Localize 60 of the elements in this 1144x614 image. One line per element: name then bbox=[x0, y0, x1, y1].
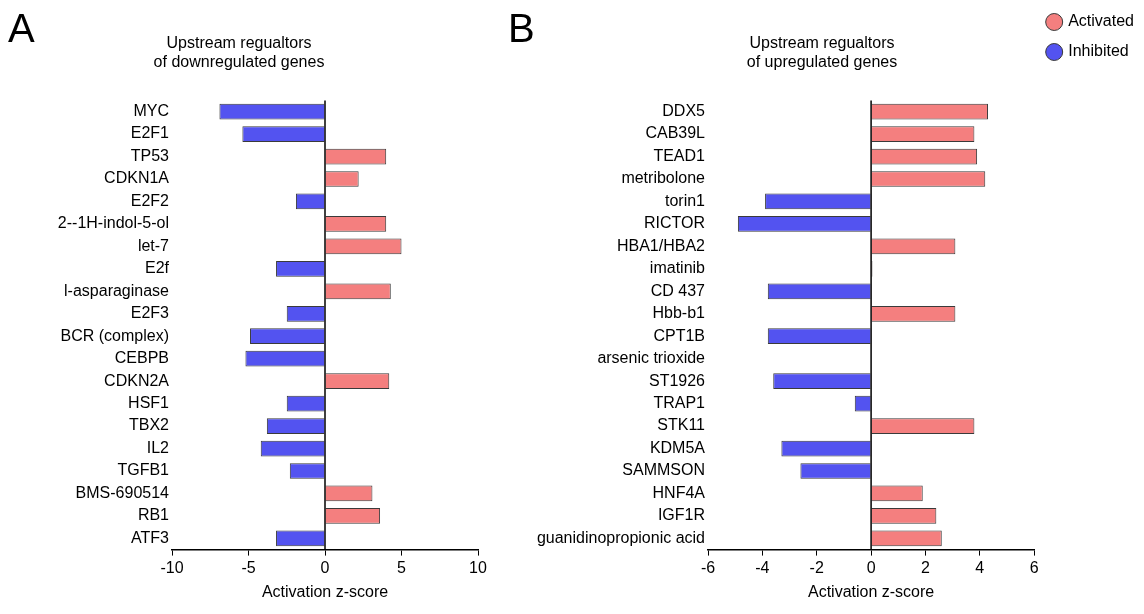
y-tick-label: HSF1 bbox=[128, 394, 170, 412]
y-tick-label: TRAP1 bbox=[653, 394, 706, 412]
y-tick-label: DDX5 bbox=[662, 102, 706, 120]
y-tick-label: Hbb-b1 bbox=[652, 304, 706, 322]
y-tick-label: ST1926 bbox=[648, 371, 706, 389]
x-tick-label: -6 bbox=[700, 558, 716, 576]
y-tick-label: TBX2 bbox=[128, 416, 170, 434]
y-tick-label: metribolone bbox=[621, 169, 706, 187]
legend-label: Activated bbox=[1068, 12, 1134, 30]
y-tick-label: TGFB1 bbox=[117, 461, 170, 479]
y-tick-label: E2F1 bbox=[130, 124, 170, 142]
y-tick-label: CDKN2A bbox=[104, 371, 170, 389]
x-tick-label: -4 bbox=[755, 558, 770, 576]
legend-label: Inhibited bbox=[1068, 42, 1129, 60]
x-tick-label: 4 bbox=[975, 558, 985, 576]
y-tick-label: TEAD1 bbox=[653, 146, 706, 164]
x-tick-label: 0 bbox=[866, 558, 876, 576]
x-tick-label: 6 bbox=[1029, 558, 1039, 576]
x-tick-label: -10 bbox=[160, 558, 184, 576]
x-axis-title: Activation z-score bbox=[261, 582, 389, 600]
y-tick-label: ATF3 bbox=[131, 528, 170, 546]
x-axis-title: Activation z-score bbox=[807, 582, 935, 600]
text: B bbox=[508, 6, 535, 51]
x-tick-label: 0 bbox=[320, 558, 330, 576]
x-tick-label: 2 bbox=[921, 558, 931, 576]
y-tick-label: IL2 bbox=[146, 438, 170, 456]
x-tick-label: 10 bbox=[469, 558, 487, 576]
y-tick-label: SAMMSON bbox=[622, 461, 705, 479]
x-tick-label: -5 bbox=[241, 558, 256, 576]
y-tick-label: E2f bbox=[144, 259, 170, 277]
y-tick-label: KDM5A bbox=[649, 438, 706, 456]
y-tick-label: IGF1R bbox=[657, 506, 705, 524]
y-tick-label: BMS-690514 bbox=[75, 483, 170, 501]
y-tick-label: HNF4A bbox=[652, 483, 706, 501]
y-tick-label: E2F2 bbox=[130, 191, 170, 209]
y-tick-label: l-asparaginase bbox=[64, 281, 170, 299]
x-tick-label: 5 bbox=[397, 558, 407, 576]
chart-title: Upstream regualtors of upregulated genes bbox=[746, 34, 898, 71]
chart-title: Upstream regualtors of downregulated genes bbox=[153, 34, 325, 71]
x-tick-label: -2 bbox=[809, 558, 824, 576]
y-tick-label: 2--1H-indol-5-ol bbox=[57, 214, 169, 232]
y-tick-label: RB1 bbox=[137, 506, 170, 524]
y-tick-label: let-7 bbox=[137, 236, 170, 254]
text: A bbox=[8, 6, 35, 51]
y-tick-label: CDKN1A bbox=[104, 169, 170, 187]
y-tick-label: BCR (complex) bbox=[60, 326, 169, 344]
y-tick-label: arsenic trioxide bbox=[597, 349, 706, 367]
y-tick-label: torin1 bbox=[664, 191, 706, 209]
y-tick-label: guanidinopropionic acid bbox=[536, 528, 705, 546]
y-tick-label: imatinib bbox=[649, 259, 706, 277]
y-tick-label: HBA1/HBA2 bbox=[616, 236, 706, 254]
y-tick-label: E2F3 bbox=[130, 304, 170, 322]
y-tick-label: STK11 bbox=[657, 416, 706, 434]
y-tick-label: TP53 bbox=[130, 146, 170, 164]
y-tick-label: MYC bbox=[133, 102, 169, 120]
y-tick-label: CD 437 bbox=[650, 281, 706, 299]
y-tick-label: CEBPB bbox=[114, 349, 169, 367]
y-tick-label: CAB39L bbox=[645, 124, 706, 142]
y-tick-label: CPT1B bbox=[653, 326, 705, 344]
y-tick-label: RICTOR bbox=[643, 214, 705, 232]
